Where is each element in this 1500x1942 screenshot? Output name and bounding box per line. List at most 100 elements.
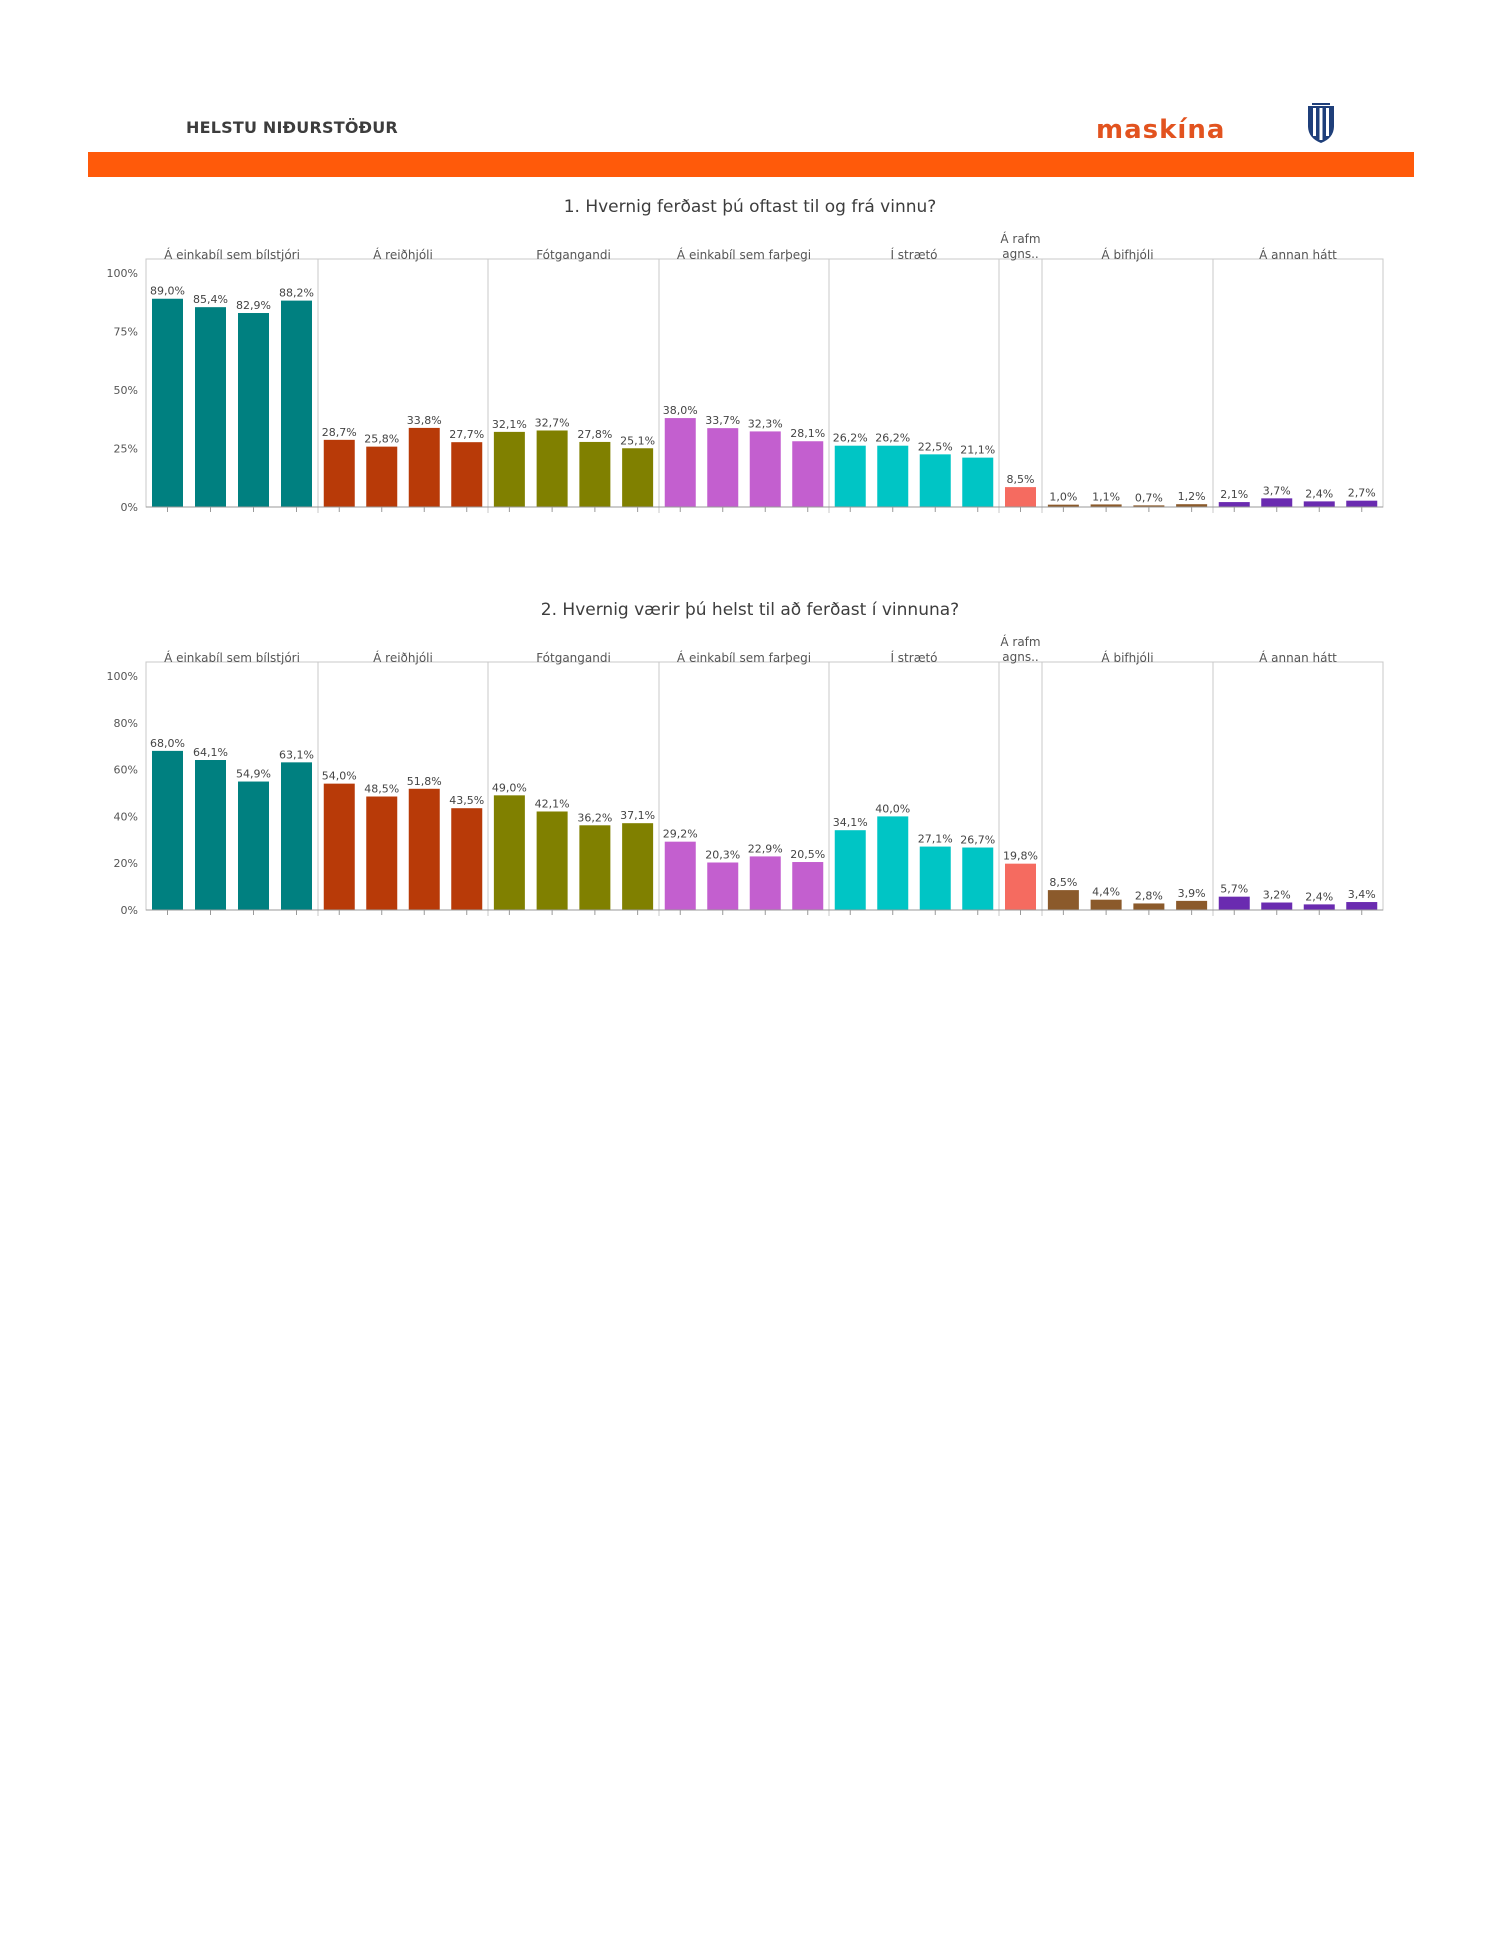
data-label: 29,2% [663, 828, 698, 841]
data-label: 48,5% [364, 783, 399, 796]
data-label: 68,0% [150, 737, 185, 750]
data-label: 27,8% [577, 428, 612, 441]
bar [622, 448, 654, 507]
data-label: 37,1% [620, 809, 655, 822]
data-label: 33,7% [705, 414, 740, 427]
bar [1133, 903, 1165, 910]
bar [238, 781, 269, 910]
bar [195, 307, 226, 507]
bar [1047, 504, 1079, 507]
data-label: 27,7% [449, 428, 484, 441]
data-label: 28,1% [790, 427, 825, 440]
chart-svg: 0% 25% 50% 75% 100% Á einkabíl sem bílstjóri 8… [107, 231, 1384, 513]
y-tick-label: 20% [114, 857, 138, 870]
data-label: 8,5% [1007, 473, 1035, 486]
bar [792, 862, 824, 910]
data-label: 88,2% [279, 287, 314, 300]
data-label: 1,0% [1049, 491, 1077, 504]
bar [1090, 899, 1122, 910]
data-label: 22,9% [748, 842, 783, 855]
bar [152, 750, 183, 910]
data-label: 2,8% [1135, 889, 1163, 902]
bar [622, 823, 654, 910]
bar [919, 846, 951, 910]
data-label: 32,7% [535, 416, 570, 429]
bar [408, 788, 440, 910]
data-label: 20,3% [705, 848, 740, 861]
bar [238, 313, 269, 507]
chart-commute-actual: 1. Hvernig ferðast þú oftast til og frá … [0, 193, 1500, 513]
data-label: 5,7% [1220, 883, 1248, 896]
data-label: 2,1% [1220, 488, 1248, 501]
bar [919, 454, 951, 507]
data-label: 32,3% [748, 417, 783, 430]
bar [962, 847, 994, 910]
coat-of-arms-icon [1308, 103, 1334, 143]
panel-header: Á rafm agns.. [1000, 231, 1040, 261]
bar [281, 762, 312, 910]
bar [323, 783, 355, 910]
panel-header: Á bifhjóli [1101, 650, 1153, 665]
y-tick-label: 80% [114, 717, 138, 730]
y-tick-label: 100% [107, 670, 138, 683]
data-label: 64,1% [193, 746, 228, 759]
data-label: 26,2% [833, 432, 868, 445]
data-label: 34,1% [833, 816, 868, 829]
data-label: 3,4% [1348, 888, 1376, 901]
data-label: 2,7% [1348, 487, 1376, 500]
chart-svg: 0% 20% 40% 60% 80% 100% Á einkabíl sem bílstjó… [107, 634, 1384, 916]
panel-header: Á annan hátt [1259, 650, 1337, 665]
bar [1005, 863, 1036, 910]
bar [1261, 902, 1293, 910]
chart-title: 2. Hvernig værir þú helst til að ferðast… [540, 600, 960, 620]
data-label: 33,8% [407, 414, 442, 427]
panel-header: Fótgangandi [536, 248, 611, 262]
bar [281, 300, 312, 507]
data-label: 22,5% [918, 440, 953, 453]
bar [323, 439, 355, 507]
bar [366, 446, 398, 507]
bar [366, 796, 398, 910]
data-label: 25,1% [620, 434, 655, 447]
bar [1303, 904, 1335, 910]
bar [834, 445, 866, 507]
data-label: 32,1% [492, 418, 527, 431]
data-label: 3,2% [1263, 889, 1291, 902]
bar [408, 427, 440, 507]
data-label: 26,7% [960, 834, 995, 847]
panel-header: Á reiðhjóli [373, 650, 433, 665]
bar [451, 808, 483, 910]
y-tick-label: 75% [114, 326, 138, 339]
data-label: 2,4% [1305, 890, 1333, 903]
bar [493, 795, 525, 910]
data-label: 51,8% [407, 775, 442, 788]
bar [664, 841, 696, 910]
page-header-title: HELSTU NIÐURSTÖÐUR [186, 118, 398, 137]
bar [1261, 498, 1293, 507]
bar [1303, 501, 1335, 507]
bar [152, 298, 183, 507]
bar [1218, 502, 1250, 507]
data-label: 49,0% [492, 781, 527, 794]
panel-header: Á einkabíl sem farþegi [677, 650, 811, 665]
data-label: 85,4% [193, 293, 228, 306]
bar [749, 856, 781, 910]
data-label: 0,7% [1135, 491, 1163, 504]
bar [1176, 900, 1208, 910]
data-label: 8,5% [1049, 876, 1077, 889]
y-tick-label: 0% [121, 904, 138, 916]
data-label: 1,2% [1178, 490, 1206, 503]
bar [579, 441, 611, 507]
data-label: 2,4% [1305, 487, 1333, 500]
data-label: 54,9% [236, 768, 271, 781]
chart-commute-preferred: 2. Hvernig værir þú helst til að ferðast… [0, 596, 1500, 916]
y-tick-label: 100% [107, 267, 138, 280]
panel-header: Á reiðhjóli [373, 247, 433, 262]
y-tick-label: 25% [114, 443, 138, 456]
bar [792, 441, 824, 507]
bar [536, 430, 568, 507]
bar [1346, 500, 1378, 507]
bar [707, 428, 739, 507]
bar [749, 431, 781, 507]
panel-header: Á einkabíl sem bílstjóri [164, 650, 300, 665]
